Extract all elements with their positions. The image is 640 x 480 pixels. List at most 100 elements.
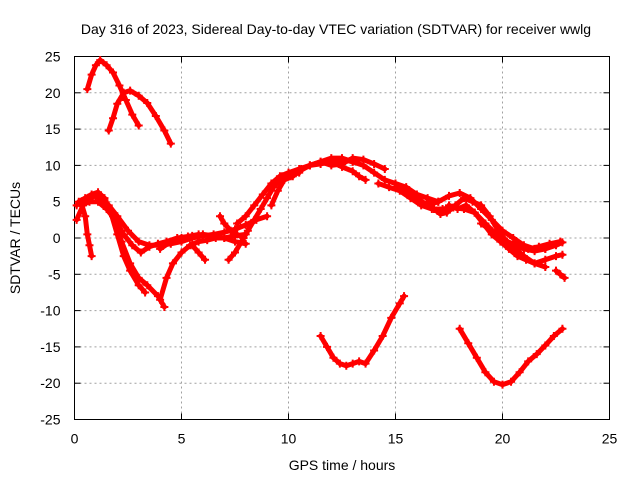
data-point [370, 159, 379, 168]
data-point [338, 154, 346, 163]
data-point [359, 161, 368, 170]
data-point [380, 175, 389, 184]
data-point [464, 339, 473, 348]
data-point [233, 219, 242, 228]
data-point [348, 359, 357, 368]
y-tick-label: -25 [40, 412, 60, 428]
data-point [348, 157, 357, 166]
data-point [286, 172, 295, 181]
series-markers [188, 241, 210, 264]
data-point [436, 210, 445, 219]
data-point [380, 165, 389, 174]
data-point [113, 212, 122, 221]
data-point [468, 197, 477, 206]
data-point [455, 324, 464, 333]
data-point [81, 212, 90, 221]
data-point [487, 226, 496, 235]
data-point [250, 215, 259, 224]
y-tick-label: 0 [53, 230, 61, 246]
data-point [91, 61, 100, 70]
y-tick-label: -20 [40, 375, 60, 391]
data-point [256, 204, 265, 213]
data-point [541, 263, 550, 272]
data-point [335, 359, 344, 368]
data-point [329, 353, 338, 362]
data-point [560, 273, 569, 282]
data-point [113, 99, 122, 108]
data-point [445, 191, 453, 200]
x-tick-label: 10 [281, 431, 297, 447]
y-tick-label: 5 [53, 194, 61, 210]
data-point [224, 255, 233, 264]
data-point [128, 241, 137, 250]
data-point [233, 230, 242, 239]
data-point [513, 252, 522, 261]
data-point [126, 266, 135, 275]
y-tick-label: 15 [45, 121, 61, 137]
data-point [263, 212, 272, 221]
data-point [166, 237, 175, 246]
data-point [119, 230, 128, 239]
data-point [509, 234, 518, 242]
y-tick-label: -15 [40, 339, 60, 355]
data-point [87, 252, 96, 261]
data-point [462, 201, 471, 210]
y-axis-label: SDTVAR / TECUs [7, 182, 23, 294]
data-point [250, 201, 259, 210]
data-point [94, 188, 103, 197]
x-tick-label: 25 [602, 431, 618, 447]
data-point [220, 234, 229, 242]
data-point [402, 186, 411, 195]
data-point [220, 219, 229, 228]
grid [74, 56, 610, 420]
data-point [128, 110, 137, 119]
series-arc-mid-7 [234, 157, 356, 226]
data-point [515, 368, 524, 377]
data-point [156, 295, 165, 304]
series-arc-neg-2 [457, 326, 565, 388]
data-point [115, 81, 124, 90]
data-point [519, 244, 528, 253]
data-point [134, 237, 143, 246]
data-point [241, 239, 250, 248]
data-point [477, 201, 486, 210]
data-point [522, 255, 531, 264]
data-point [370, 346, 379, 355]
data-point [316, 332, 325, 341]
data-point [430, 204, 439, 213]
data-point [188, 231, 197, 240]
data-point [102, 61, 111, 70]
x-tick-label: 15 [388, 431, 404, 447]
series-markers [455, 324, 567, 389]
data-point [231, 248, 239, 257]
data-point [126, 86, 135, 95]
data-point [395, 299, 404, 308]
data-point [162, 273, 171, 282]
data-point [124, 226, 132, 235]
data-point [455, 188, 464, 197]
data-point [85, 197, 94, 206]
data-point [549, 332, 558, 341]
data-point [263, 194, 272, 203]
data-point [177, 234, 186, 242]
data-point [143, 281, 152, 290]
series-markers [477, 219, 567, 256]
series-markers [316, 292, 409, 370]
data-point [258, 190, 267, 199]
data-point [445, 201, 453, 210]
y-tick-label: 20 [45, 85, 61, 101]
data-point [412, 194, 421, 203]
data-point [216, 212, 225, 221]
series-markers [552, 266, 569, 282]
x-tick-label: 5 [178, 431, 186, 447]
data-point [558, 250, 567, 259]
data-point [459, 194, 468, 203]
data-point [355, 357, 364, 366]
x-axis-label: GPS time / hours [289, 457, 396, 473]
data-point [355, 172, 364, 181]
data-point [387, 313, 396, 322]
data-point [134, 121, 143, 130]
data-point [141, 288, 150, 297]
data-point [485, 212, 494, 221]
data-point [295, 167, 304, 176]
